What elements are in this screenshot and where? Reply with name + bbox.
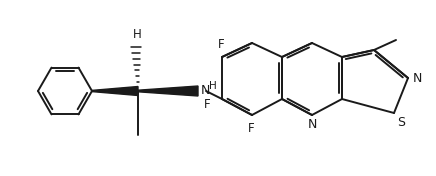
Text: H: H <box>133 29 141 42</box>
Text: N: N <box>200 84 210 98</box>
Text: N: N <box>412 73 422 86</box>
Text: H: H <box>209 81 217 91</box>
Polygon shape <box>138 86 198 96</box>
Text: F: F <box>218 39 224 52</box>
Text: F: F <box>248 122 254 136</box>
Text: N: N <box>307 118 317 130</box>
Polygon shape <box>92 86 138 96</box>
Text: F: F <box>204 98 210 111</box>
Text: S: S <box>397 115 405 128</box>
